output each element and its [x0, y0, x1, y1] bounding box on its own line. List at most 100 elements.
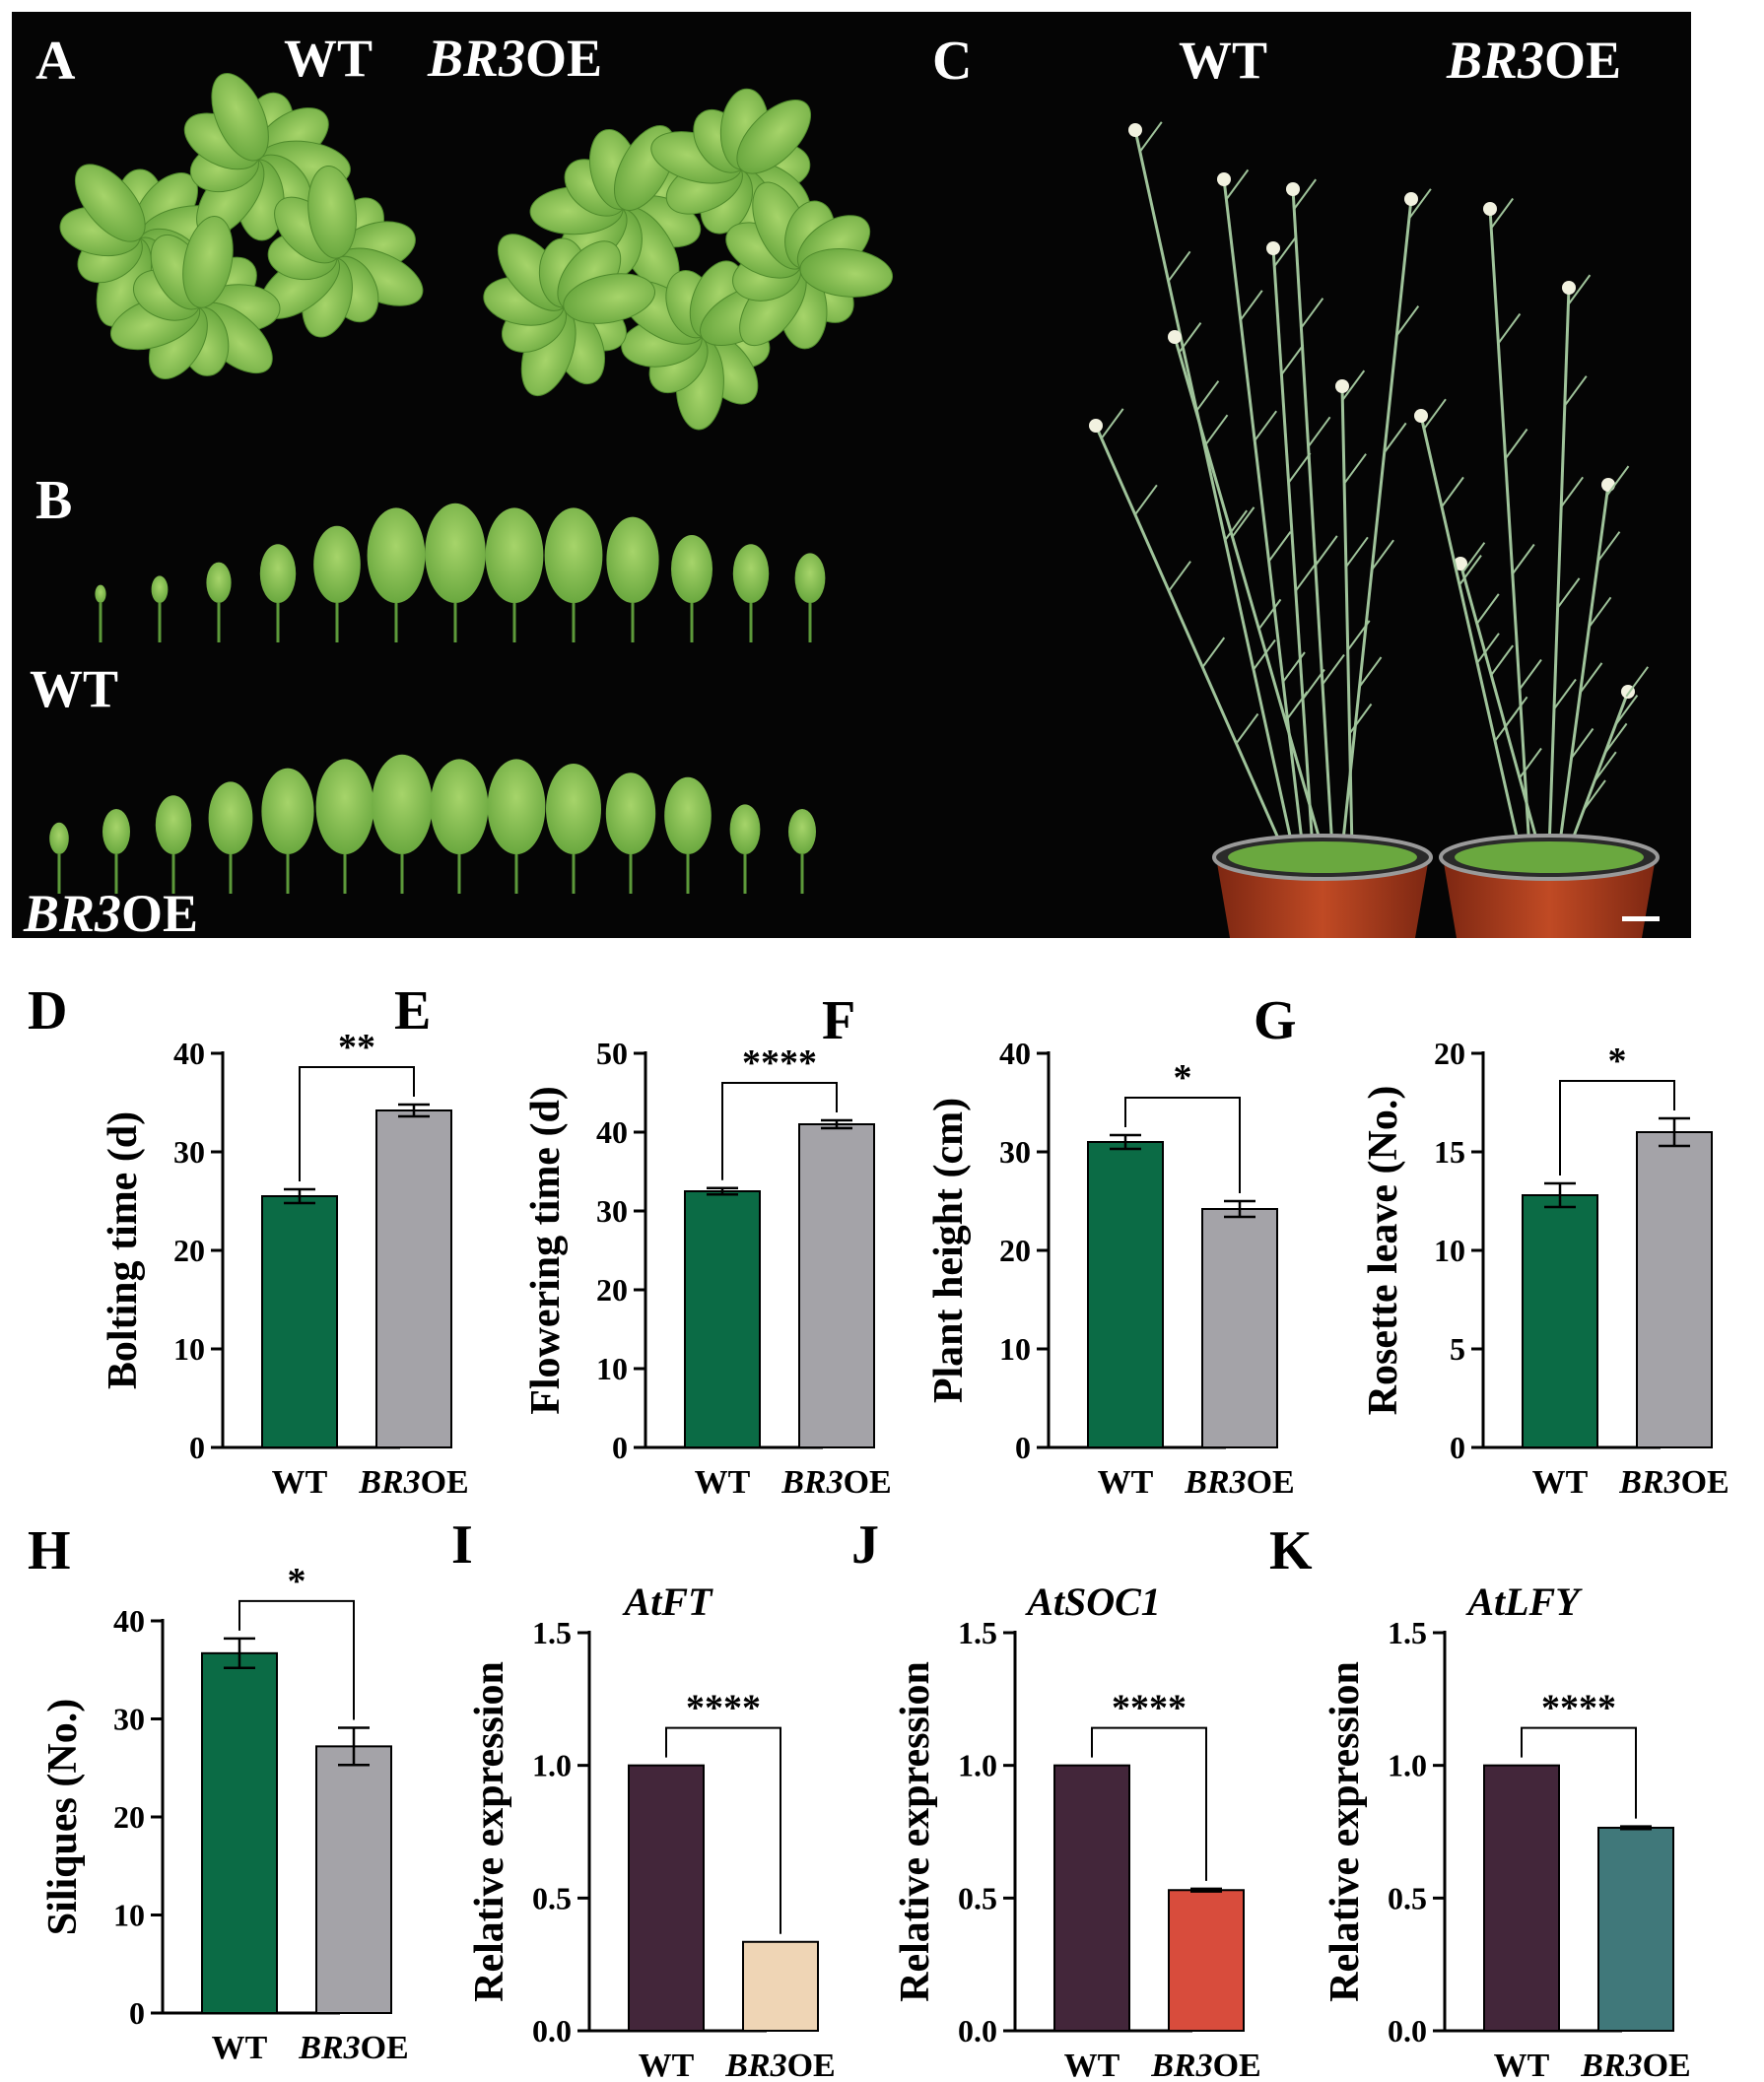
- y-tick-label: 10: [113, 1898, 145, 1933]
- plant-photo-illustration: [49, 72, 1660, 938]
- y-tick-label: 0.5: [958, 1880, 997, 1915]
- y-tick-label: 50: [596, 1036, 628, 1071]
- x-tick-label: BR3OE: [780, 1464, 891, 1501]
- x-tick-label-italic: BR3: [724, 2048, 786, 2082]
- silique: [1267, 531, 1292, 563]
- detached-leaf: [206, 562, 232, 603]
- chart-title: AtLFY: [1464, 1579, 1583, 1624]
- silique: [1556, 577, 1581, 609]
- rosette-leaf: [307, 165, 357, 259]
- silique: [1167, 250, 1191, 282]
- silique: [1231, 506, 1255, 538]
- rosette-leaf: [736, 99, 812, 174]
- silique: [1201, 637, 1226, 668]
- detached-leaf: [313, 525, 361, 604]
- bar-wt: [1087, 1141, 1164, 1448]
- panel-letter-j: J: [851, 1514, 879, 1576]
- silique: [1293, 178, 1318, 210]
- label-c-oe: BR3OE: [1447, 31, 1622, 90]
- silique: [1254, 410, 1278, 441]
- bar-br3oe: [798, 1123, 875, 1448]
- x-tick-label-italic: BR3: [780, 1464, 843, 1501]
- y-tick-label: 1.5: [1388, 1615, 1427, 1650]
- chart-title: AtFT: [622, 1579, 713, 1624]
- x-tick-label: WT: [639, 2048, 695, 2082]
- pot-rosette-oe: [1455, 841, 1644, 873]
- silique: [1322, 653, 1345, 686]
- x-tick-label-rest: OE: [1213, 2048, 1261, 2082]
- panel-letter-e: E: [394, 980, 431, 1041]
- panel-letter-a: A: [35, 31, 76, 92]
- inflorescence-stem: [1340, 198, 1413, 850]
- x-tick-label-rest: OE: [1247, 1464, 1295, 1501]
- x-tick-label-italic: BR3: [358, 1464, 420, 1501]
- y-tick-label: 40: [999, 1036, 1031, 1071]
- detached-leaf: [372, 754, 433, 855]
- y-tick-label: 10: [173, 1331, 205, 1367]
- detached-leaf: [425, 503, 486, 603]
- silique: [1579, 662, 1603, 694]
- y-tick-label: 0.5: [532, 1880, 572, 1915]
- panel-letter-c: C: [932, 31, 973, 92]
- panel-letter-d: D: [28, 980, 67, 1041]
- y-tick-label: 20: [596, 1272, 628, 1308]
- y-tick-label: 1.5: [532, 1615, 572, 1650]
- detached-leaves-group: [49, 503, 826, 894]
- y-axis-label: Bolting time (d): [101, 1111, 146, 1389]
- y-tick-label: 1.5: [958, 1615, 997, 1650]
- y-tick-label: 1.0: [532, 1748, 572, 1783]
- detached-leaf: [259, 544, 297, 603]
- silique: [1560, 476, 1585, 507]
- silique: [1459, 555, 1482, 586]
- x-tick-label: BR3OE: [358, 1464, 468, 1501]
- flower-cluster: [1266, 241, 1280, 255]
- y-tick-label: 10: [1434, 1233, 1465, 1268]
- silique: [1358, 656, 1383, 688]
- bar-br3oe: [1597, 1826, 1674, 2032]
- bar-br3oe: [742, 1940, 819, 2032]
- detached-leaf: [671, 535, 712, 603]
- flower-cluster: [1414, 409, 1428, 423]
- silique: [1504, 428, 1528, 460]
- detached-leaf: [788, 809, 816, 854]
- detached-leaf: [315, 759, 374, 854]
- y-tick-label: 0: [1015, 1430, 1031, 1465]
- significance-stars: ****: [742, 1042, 817, 1084]
- flower-cluster: [1128, 123, 1142, 137]
- silique: [1345, 536, 1369, 568]
- silique: [1625, 666, 1650, 698]
- silique: [1475, 593, 1500, 625]
- detached-leaf: [605, 772, 656, 854]
- silique: [1138, 121, 1163, 153]
- bar-wt: [201, 1651, 278, 2014]
- detached-leaf: [367, 507, 426, 603]
- y-tick-label: 30: [173, 1134, 205, 1170]
- detached-leaf: [546, 764, 601, 854]
- label-a-wt: WT: [284, 29, 373, 88]
- bar-br3oe: [315, 1745, 392, 2014]
- significance-stars: *: [288, 1561, 306, 1602]
- silique: [1346, 620, 1371, 651]
- x-tick-label: BR3OE: [298, 2030, 408, 2066]
- silique: [1408, 188, 1432, 220]
- y-axis-label: Plant height (cm): [926, 1098, 972, 1403]
- silique: [1257, 598, 1282, 630]
- detached-leaf: [102, 809, 130, 854]
- silique: [1570, 727, 1594, 760]
- silique: [1284, 691, 1309, 722]
- x-tick-label: WT: [1098, 1464, 1154, 1501]
- y-axis-label: Relative expression: [467, 1661, 512, 2002]
- y-tick-label: 10: [596, 1351, 628, 1386]
- rosette-leaf: [211, 72, 269, 162]
- silique: [1588, 596, 1612, 628]
- x-tick-label-rest: OE: [1681, 1464, 1730, 1501]
- x-tick-label-rest: OE: [787, 2048, 836, 2082]
- silique: [1168, 561, 1191, 592]
- y-axis-label: Flowering time (d): [523, 1086, 569, 1415]
- photo-panel-background: [12, 12, 1691, 938]
- silique: [1494, 710, 1518, 742]
- panel-letter-k: K: [1269, 1520, 1313, 1581]
- chart-title: AtSOC1: [1024, 1579, 1161, 1624]
- chart-panel-h: H 0 10 20 30 40 Siliques (No.) WT BR3OE *: [28, 1520, 409, 2066]
- silique: [1314, 535, 1338, 567]
